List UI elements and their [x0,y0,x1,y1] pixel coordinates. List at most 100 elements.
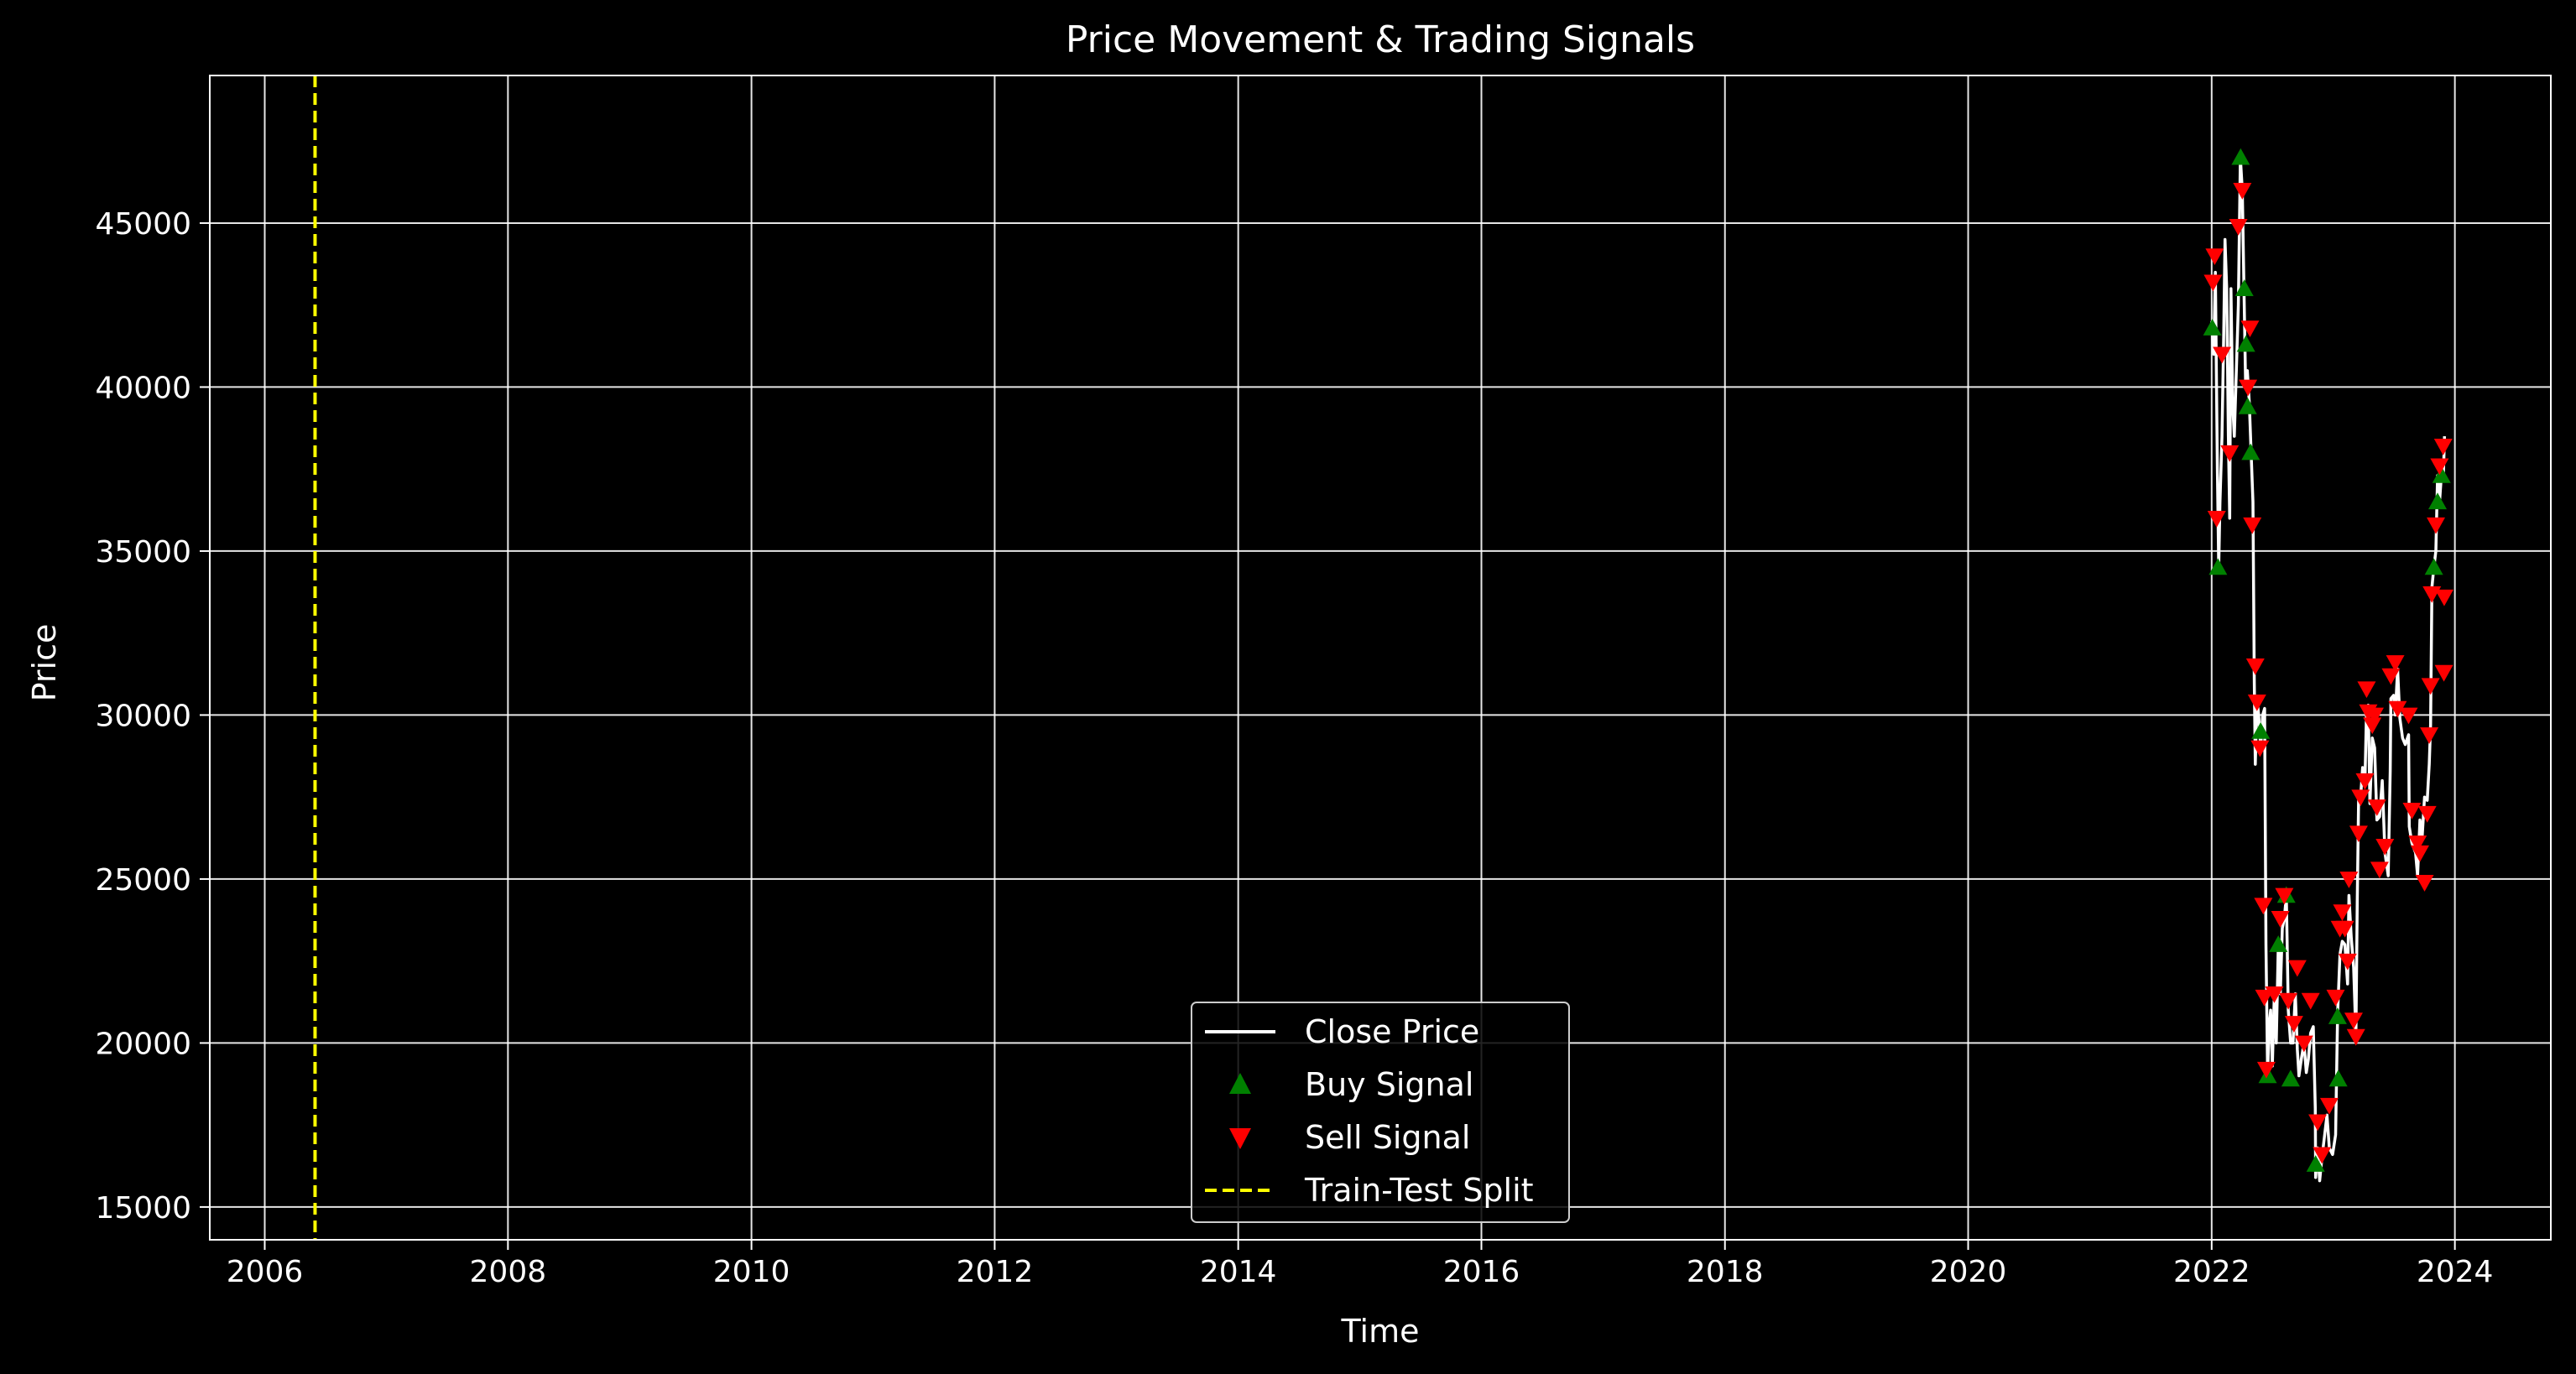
buy-signal-marker [2241,443,2261,461]
buy-signal-marker [2281,1070,2300,1087]
axes-frame [209,75,2552,1241]
sell-signal-marker [2247,694,2266,711]
y-tick-label: 20000 [95,1027,191,1061]
sell-signal-marker [2430,458,2449,476]
buy-signal-marker [2328,1070,2348,1087]
sell-signal-marker [2434,589,2453,606]
sell-signal-marker [2339,872,2359,888]
legend-swatch-sell [1229,1128,1251,1149]
legend-label-split: Train-Test Split [1304,1172,1534,1209]
sell-signal-marker [2254,898,2273,915]
buy-signal-marker [2234,279,2254,296]
y-tick-label: 35000 [95,535,191,570]
buy-signal-marker [2238,397,2257,414]
buy-signal-marker [2231,148,2250,165]
sell-signal-marker [2351,789,2370,807]
x-axis-label: Time [1341,1313,1420,1350]
sell-signal-marker [2250,740,2270,757]
sell-signal-marker [2433,439,2453,455]
chart-title: Price Movement & Trading Signals [1066,18,1695,61]
buy-signal-marker [2432,466,2451,483]
x-tick-label: 2010 [713,1255,790,1289]
legend: Close Price Buy Signal Sell Signal Train-Te… [1191,1002,1570,1223]
sell-signal-marker [2420,727,2439,744]
x-tick-label: 2022 [2173,1255,2250,1289]
buy-signal-marker [2428,492,2448,510]
legend-box [1191,1002,1570,1223]
sell-signal-marker [2344,1012,2363,1030]
sell-signal-marker [2220,445,2240,462]
sell-signal-marker [2319,1097,2339,1115]
sell-signal-marker [2355,773,2375,790]
buy-signal-marker [2203,319,2222,336]
sell-signal-marker [2229,219,2248,236]
x-tick-label: 2024 [2417,1255,2494,1289]
sell-signal-marker [2388,700,2407,718]
x-tick-label: 2006 [227,1255,304,1289]
sell-signal-marker [2399,707,2418,725]
y-tick-label: 40000 [95,371,191,405]
sell-signal-marker [2326,989,2345,1007]
sell-signal-marker [2233,183,2252,200]
buy-signal-marker [2424,558,2443,575]
sell-signal-marker [2203,274,2223,292]
sell-signal-marker [2313,1147,2332,1164]
sell-signal-marker [2287,960,2307,977]
y-axis-label: Price [26,624,63,702]
sell-signal-marker [2265,986,2284,1003]
sell-signal-marker [2370,861,2389,879]
sell-signal-marker [2239,379,2258,397]
x-tick-label: 2014 [1200,1255,1277,1289]
plot-area-border [209,75,2552,1241]
sell-signal-marker [2335,920,2354,938]
sell-signal-marker [2308,1114,2328,1132]
sell-signal-marker [2375,839,2395,856]
sell-signal-marker [2256,1061,2276,1079]
sell-signal-marker [2434,664,2453,682]
sell-signal-marker [2346,1028,2365,1046]
sell-signal-marker [2271,911,2290,928]
sell-signal-marker [2338,953,2357,971]
sell-signal-marker [2427,517,2446,534]
sell-signal-marker [2367,799,2386,816]
sell-signal-marker [2381,668,2401,685]
sell-signal-marker [2275,887,2294,905]
legend-label-close: Close Price [1305,1013,1479,1050]
sell-signal-marker [2417,805,2437,823]
x-tick-label: 2018 [1687,1255,1764,1289]
y-tick-label: 30000 [95,699,191,733]
sell-signal-marker [2213,346,2232,364]
buy-signal-marker [2269,935,2288,952]
buy-signal-marker [2328,1007,2347,1024]
sell-signal-marker [2207,511,2226,528]
x-tick-label: 2020 [1930,1255,2007,1289]
sell-signal-marker [2333,904,2352,922]
sell-signal-marker [2357,681,2376,699]
sell-signal-marker [2365,707,2384,725]
signal-markers-layer [2203,148,2453,1172]
sell-signal-marker [2349,825,2368,843]
sell-signal-marker [2421,678,2440,695]
sell-signal-marker [2284,1016,2303,1033]
axis-ticks: 2006 2008 2010 2012 2014 2016 2018 2020 2022 2024… [95,207,2493,1289]
y-tick-label: 45000 [95,207,191,242]
sell-signal-marker [2255,989,2274,1007]
legend-label-buy: Buy Signal [1305,1066,1473,1103]
sell-signal-marker [2415,875,2434,892]
buy-signal-marker [2306,1155,2325,1172]
sell-signal-marker [2240,320,2260,338]
buy-signal-marker [2236,335,2255,352]
sell-signal-marker [2279,992,2298,1010]
x-tick-label: 2012 [957,1255,1034,1289]
buy-signal-marker [2251,721,2271,739]
sell-signal-marker [2245,658,2265,675]
legend-label-sell: Sell Signal [1305,1119,1470,1156]
y-tick-label: 15000 [95,1191,191,1226]
legend-swatch-buy [1229,1073,1251,1094]
x-tick-label: 2008 [470,1255,547,1289]
sell-signal-marker [2410,845,2429,862]
sell-signal-marker [2205,248,2224,266]
sell-signal-marker [2363,717,2382,735]
x-tick-label: 2016 [1443,1255,1520,1289]
